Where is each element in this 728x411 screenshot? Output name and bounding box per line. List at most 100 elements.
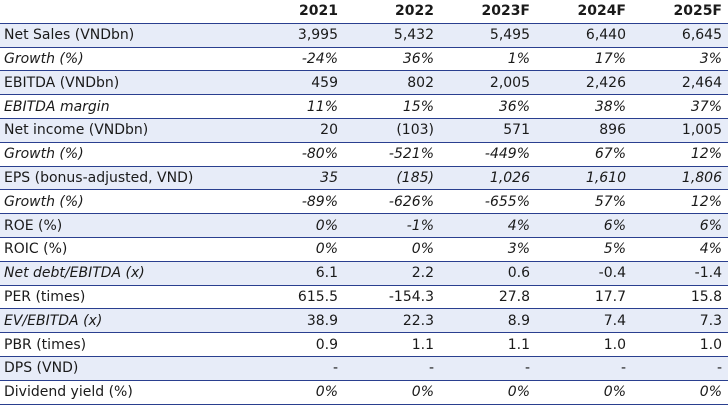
value-cell: - — [248, 356, 344, 381]
value-cell: 0% — [632, 380, 728, 405]
header-cell-2025f: 2025F — [632, 0, 728, 24]
value-cell: 36% — [440, 94, 536, 119]
value-cell: 7.4 — [536, 308, 632, 334]
value-cell: 8.9 — [440, 308, 536, 334]
table-row: EPS (bonus-adjusted, VND) 35 (185) 1,026 1,6… — [0, 166, 728, 191]
value-cell: 6,645 — [632, 23, 728, 48]
value-cell: 1.0 — [536, 332, 632, 357]
value-cell: 1.1 — [344, 332, 440, 357]
value-cell: 36% — [344, 47, 440, 72]
table-body: Net Sales (VNDbn) 3,995 5,432 5,495 6,440 6,6… — [0, 23, 728, 405]
value-cell: 6% — [536, 213, 632, 238]
value-cell: 17.7 — [536, 285, 632, 310]
value-cell: 35 — [248, 166, 344, 191]
value-cell: 0.9 — [248, 332, 344, 357]
value-cell: 0% — [248, 237, 344, 262]
table-row: EV/EBITDA (x) 38.9 22.3 8.9 7.4 7.3 — [0, 308, 728, 334]
value-cell: 1,005 — [632, 118, 728, 143]
header-cell-2024f: 2024F — [536, 0, 632, 24]
value-cell: (103) — [344, 118, 440, 143]
row-label: EBITDA margin — [0, 94, 248, 119]
value-cell: -0.4 — [536, 261, 632, 286]
row-label: ROE (%) — [0, 213, 248, 238]
header-cell-2022: 2022 — [344, 0, 440, 24]
row-label: Dividend yield (%) — [0, 380, 248, 405]
row-label: EBITDA (VNDbn) — [0, 70, 248, 96]
value-cell: 3% — [632, 47, 728, 72]
table-row: Growth (%) -24% 36% 1% 17% 3% — [0, 47, 728, 72]
value-cell: 459 — [248, 70, 344, 96]
header-row: 2021 2022 2023F 2024F 2025F — [0, 0, 728, 24]
value-cell: - — [632, 356, 728, 381]
value-cell: 0% — [344, 237, 440, 262]
value-cell: 0% — [248, 213, 344, 238]
row-label: Growth (%) — [0, 47, 248, 72]
value-cell: 4% — [440, 213, 536, 238]
row-label: Growth (%) — [0, 142, 248, 167]
value-cell: 1,026 — [440, 166, 536, 191]
row-label: Net Sales (VNDbn) — [0, 23, 248, 48]
row-label: EPS (bonus-adjusted, VND) — [0, 166, 248, 191]
table-row: Net Sales (VNDbn) 3,995 5,432 5,495 6,440 6,6… — [0, 23, 728, 48]
row-label: Net debt/EBITDA (x) — [0, 261, 248, 286]
value-cell: 5,495 — [440, 23, 536, 48]
value-cell: 67% — [536, 142, 632, 167]
row-label: EV/EBITDA (x) — [0, 308, 248, 334]
row-label: ROIC (%) — [0, 237, 248, 262]
value-cell: 1.0 — [632, 332, 728, 357]
value-cell: 3% — [440, 237, 536, 262]
value-cell: 20 — [248, 118, 344, 143]
header-cell-label — [0, 0, 248, 24]
table-row: Net debt/EBITDA (x) 6.1 2.2 0.6 -0.4 -1.4 — [0, 261, 728, 286]
value-cell: 15.8 — [632, 285, 728, 310]
value-cell: -521% — [344, 142, 440, 167]
value-cell: 2,426 — [536, 70, 632, 96]
value-cell: 2,005 — [440, 70, 536, 96]
value-cell: - — [344, 356, 440, 381]
value-cell: 1,610 — [536, 166, 632, 191]
value-cell: - — [536, 356, 632, 381]
value-cell: 2,464 — [632, 70, 728, 96]
value-cell: 17% — [536, 47, 632, 72]
value-cell: 15% — [344, 94, 440, 119]
value-cell: -24% — [248, 47, 344, 72]
value-cell: 11% — [248, 94, 344, 119]
value-cell: -1.4 — [632, 261, 728, 286]
value-cell: 57% — [536, 189, 632, 215]
table-row: DPS (VND) - - - - - — [0, 356, 728, 381]
value-cell: 802 — [344, 70, 440, 96]
value-cell: -626% — [344, 189, 440, 215]
value-cell: - — [440, 356, 536, 381]
header-cell-2021: 2021 — [248, 0, 344, 24]
value-cell: -154.3 — [344, 285, 440, 310]
value-cell: 1.1 — [440, 332, 536, 357]
table-row: Net income (VNDbn) 20 (103) 571 896 1,005 — [0, 118, 728, 143]
table-row: PER (times) 615.5 -154.3 27.8 17.7 15.8 — [0, 285, 728, 310]
value-cell: -89% — [248, 189, 344, 215]
value-cell: 0% — [536, 380, 632, 405]
value-cell: 12% — [632, 142, 728, 167]
row-label: Net income (VNDbn) — [0, 118, 248, 143]
value-cell: 896 — [536, 118, 632, 143]
table-row: ROIC (%) 0% 0% 3% 5% 4% — [0, 237, 728, 262]
value-cell: 7.3 — [632, 308, 728, 334]
value-cell: -1% — [344, 213, 440, 238]
value-cell: 0% — [440, 380, 536, 405]
value-cell: 1,806 — [632, 166, 728, 191]
value-cell: 5% — [536, 237, 632, 262]
value-cell: 571 — [440, 118, 536, 143]
table-row: ROE (%) 0% -1% 4% 6% 6% — [0, 213, 728, 238]
row-label: DPS (VND) — [0, 356, 248, 381]
value-cell: 37% — [632, 94, 728, 119]
value-cell: -449% — [440, 142, 536, 167]
value-cell: 38% — [536, 94, 632, 119]
row-label: Growth (%) — [0, 189, 248, 215]
value-cell: -655% — [440, 189, 536, 215]
value-cell: 0% — [344, 380, 440, 405]
value-cell: 6% — [632, 213, 728, 238]
value-cell: 5,432 — [344, 23, 440, 48]
table-row: Growth (%) -80% -521% -449% 67% 12% — [0, 142, 728, 167]
header-cell-2023f: 2023F — [440, 0, 536, 24]
value-cell: 12% — [632, 189, 728, 215]
